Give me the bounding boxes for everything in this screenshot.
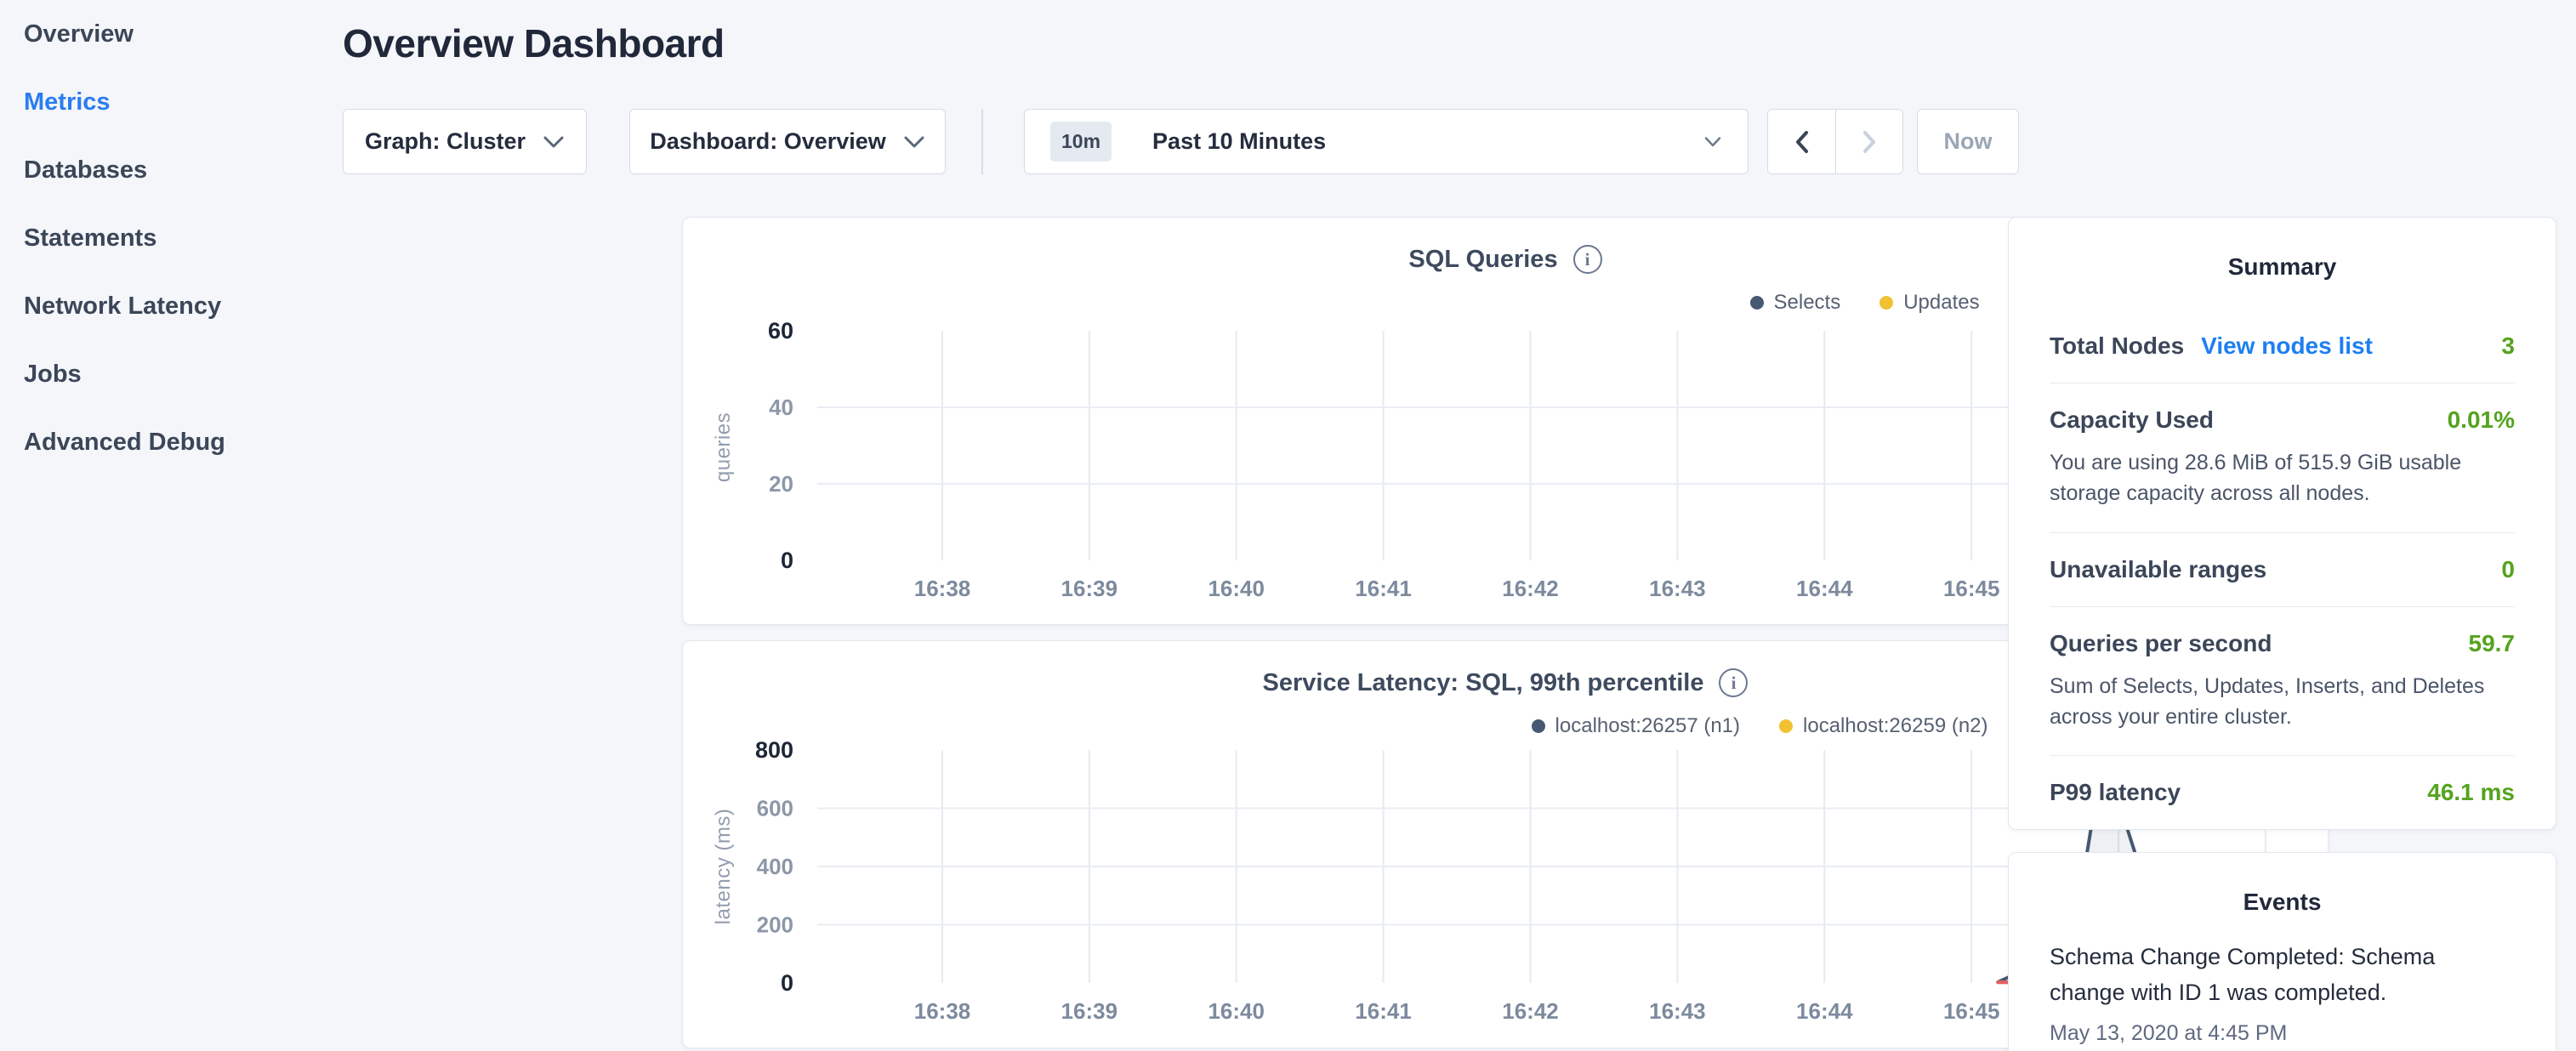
svg-text:16:38: 16:38 (914, 576, 971, 601)
legend-item-localhost-26259-n2: localhost:26259 (n2) (1779, 714, 1988, 738)
dashboard-dropdown-label: Dashboard: Overview (650, 128, 886, 154)
now-button[interactable]: Now (1917, 109, 2019, 174)
graph-dropdown-label: Graph: Cluster (364, 128, 526, 154)
event-timestamp: May 13, 2020 at 4:45 PM (2050, 1020, 2288, 1045)
summary-row-capacity-used: Capacity Used 0.01% You are using 28.6 MiB… (2050, 383, 2515, 533)
sidebar-item-jobs[interactable]: Jobs (24, 360, 82, 388)
svg-text:16:43: 16:43 (1649, 998, 1706, 1024)
legend-dot (1749, 296, 1764, 310)
chevron-down-icon (543, 136, 564, 147)
time-window-selector[interactable]: 10m Past 10 Minutes (1024, 109, 1749, 174)
svg-text:200: 200 (757, 912, 793, 938)
event-item: Schema Change Completed: Schema change w… (2050, 940, 2515, 1046)
summary-row-unavailable-ranges: Unavailable ranges 0 (2050, 533, 2515, 607)
legend-dot (1531, 719, 1545, 733)
time-window-label: Past 10 Minutes (1152, 128, 1327, 154)
sidebar-item-metrics[interactable]: Metrics (24, 88, 111, 116)
chevron-left-icon (1795, 130, 1808, 153)
summary-row-label: Total Nodes (2050, 332, 2185, 359)
svg-text:16:38: 16:38 (914, 998, 971, 1024)
time-step-buttons (1767, 109, 1903, 174)
info-icon[interactable]: i (1572, 245, 1602, 274)
summary-row-value: 0.01% (2447, 406, 2515, 433)
svg-text:16:40: 16:40 (1208, 576, 1265, 601)
svg-text:60: 60 (768, 321, 793, 344)
svg-text:600: 600 (757, 796, 793, 821)
chart-title: SQL Queries (1408, 245, 1558, 273)
svg-text:16:41: 16:41 (1355, 576, 1412, 601)
sidebar-item-network-latency[interactable]: Network Latency (24, 292, 222, 320)
svg-text:0: 0 (781, 970, 793, 996)
events-panel: Events Schema Change Completed: Schema c… (2008, 852, 2556, 1051)
summary-row-subtext: You are using 28.6 MiB of 515.9 GiB usab… (2050, 451, 2462, 506)
svg-text:0: 0 (781, 548, 793, 573)
svg-text:800: 800 (755, 740, 793, 763)
summary-title: Summary (2227, 253, 2337, 280)
time-back-button[interactable] (1768, 110, 1835, 173)
legend-item-localhost-26257-n1: localhost:26257 (n1) (1531, 714, 1740, 738)
svg-text:16:45: 16:45 (1943, 576, 2000, 601)
summary-panel: Summary Total Nodes View nodes list 3 Capac… (2008, 217, 2556, 830)
summary-row-label: Unavailable ranges (2050, 555, 2267, 582)
svg-text:16:42: 16:42 (1502, 576, 1559, 601)
svg-text:20: 20 (769, 471, 793, 497)
svg-text:16:42: 16:42 (1502, 998, 1559, 1024)
legend-item-selects: Selects (1749, 291, 1840, 315)
svg-text:16:39: 16:39 (1061, 576, 1118, 601)
summary-row-total-nodes: Total Nodes View nodes list 3 (2050, 310, 2515, 383)
summary-row-value: 3 (2501, 332, 2515, 359)
events-title: Events (2243, 889, 2322, 915)
chart-title: Service Latency: SQL, 99th percentile (1262, 668, 1704, 696)
sidebar: Overview Metrics Databases Statements Networ… (0, 0, 340, 476)
svg-text:40: 40 (769, 395, 793, 420)
summary-row-label: Capacity Used (2050, 406, 2214, 433)
chevron-right-icon (1863, 130, 1875, 153)
summary-row-label: P99 latency (2050, 779, 2181, 805)
summary-row-value: 46.1 ms (2427, 779, 2515, 805)
svg-text:16:41: 16:41 (1355, 998, 1412, 1024)
legend-dot (1879, 296, 1894, 310)
event-message: Schema Change Completed: Schema change w… (2050, 944, 2436, 1005)
chevron-down-icon (904, 136, 924, 147)
graph-dropdown[interactable]: Graph: Cluster (343, 109, 587, 174)
legend-item-updates: Updates (1879, 291, 1980, 315)
page-title: Overview Dashboard (343, 21, 725, 65)
svg-text:16:39: 16:39 (1061, 998, 1118, 1024)
svg-text:16:44: 16:44 (1796, 576, 1853, 601)
summary-row-queries-per-second: Queries per second 59.7 Sum of Selects, Up… (2050, 607, 2516, 756)
chevron-down-icon (1704, 136, 1721, 146)
info-icon[interactable]: i (1719, 668, 1749, 697)
dashboard-dropdown[interactable]: Dashboard: Overview (629, 109, 946, 174)
svg-text:16:45: 16:45 (1943, 998, 2000, 1024)
time-window-badge: 10m (1050, 122, 1112, 162)
svg-text:16:44: 16:44 (1796, 998, 1853, 1024)
time-forward-button[interactable] (1835, 110, 1902, 173)
view-nodes-list-link[interactable]: View nodes list (2201, 332, 2373, 359)
summary-row-value: 59.7 (2468, 629, 2516, 656)
summary-row-subtext: Sum of Selects, Updates, Inserts, and De… (2050, 673, 2485, 729)
summary-row-label: Queries per second (2050, 629, 2272, 656)
summary-row-value: 0 (2501, 555, 2515, 582)
sidebar-item-overview[interactable]: Overview (24, 20, 134, 48)
svg-text:16:40: 16:40 (1208, 998, 1265, 1024)
main-content: Overview Dashboard Graph: Cluster Dashbo… (340, 0, 2329, 1051)
sidebar-item-advanced-debug[interactable]: Advanced Debug (24, 428, 225, 456)
controls-divider (981, 109, 983, 174)
summary-row-p99-latency: P99 latency 46.1 ms (2050, 756, 2515, 829)
svg-text:400: 400 (757, 854, 793, 879)
legend-dot (1779, 719, 1794, 733)
svg-text:16:43: 16:43 (1649, 576, 1706, 601)
sidebar-item-databases[interactable]: Databases (24, 156, 148, 184)
sidebar-item-statements[interactable]: Statements (24, 224, 157, 252)
controls-bar: Graph: Cluster Dashboard: Overview 10m P… (343, 109, 2019, 174)
